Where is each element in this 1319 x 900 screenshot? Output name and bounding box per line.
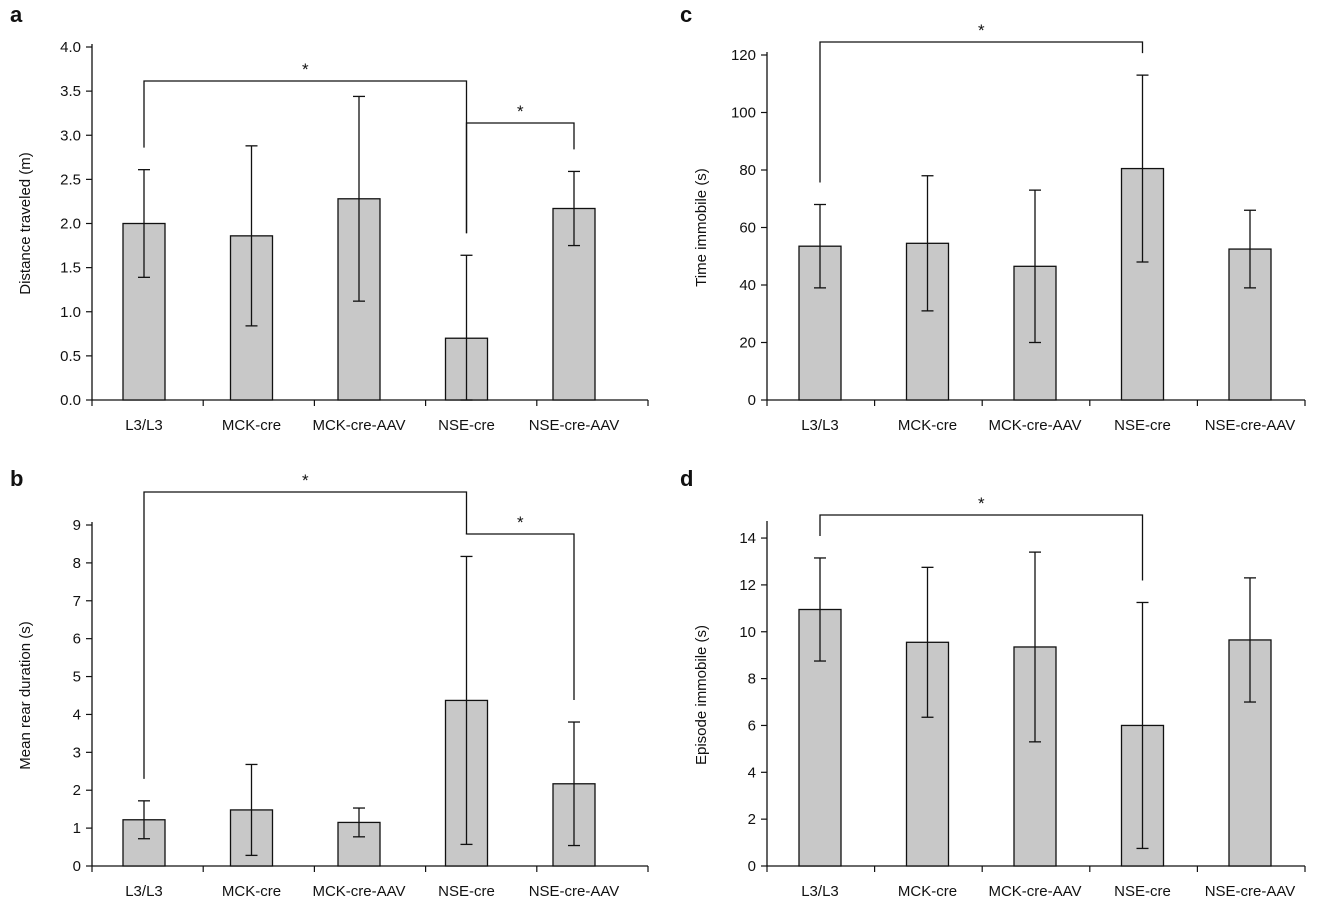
x-tick-label: NSE-cre-AAV [1205, 883, 1296, 900]
y-tick-label: 8 [73, 555, 81, 572]
x-tick-label: NSE-cre [1114, 883, 1171, 900]
chart-b-mean-rear-duration: 0 1 2 3 4 5 6 7 8 9 Mean rear duration (s) L3/L3 MCK… [17, 471, 649, 900]
y-tick-label: 0 [73, 858, 81, 875]
x-tick-label: L3/L3 [125, 883, 163, 900]
y-tick-label: 2.0 [60, 216, 81, 233]
y-tick-label: 80 [739, 162, 756, 179]
x-tick-label: MCK-cre-AAV [312, 883, 405, 900]
panel-label-b: b [10, 466, 24, 491]
x-tick-label: NSE-cre-AAV [1205, 417, 1296, 434]
significance-star: * [517, 102, 524, 121]
y-tick-label: 12 [739, 577, 756, 594]
y-tick-label: 0.0 [60, 392, 81, 409]
x-tick-label: MCK-cre [222, 417, 281, 434]
significance-bracket [465, 122, 575, 234]
y-tick-label: 8 [748, 671, 756, 688]
y-tick-label: 10 [739, 624, 756, 641]
y-tick-label: 3.0 [60, 127, 81, 144]
y-tick-label: 6 [748, 717, 756, 734]
y-tick-label: 120 [731, 47, 756, 64]
y-tick-label: 2 [748, 811, 756, 828]
y-tick-label: 4 [73, 706, 81, 723]
significance-star: * [302, 471, 309, 490]
x-tick-label: NSE-cre [1114, 417, 1171, 434]
x-tick-label: MCK-cre [222, 883, 281, 900]
y-tick-label: 60 [739, 220, 756, 237]
y-axis-label: Distance traveled (m) [17, 152, 34, 295]
x-tick-label: NSE-cre-AAV [529, 883, 620, 900]
y-tick-label: 14 [739, 530, 756, 547]
significance-bracket [819, 514, 1144, 581]
x-tick-label: L3/L3 [801, 417, 839, 434]
panel-label-a: a [10, 2, 23, 27]
y-tick-label: 40 [739, 277, 756, 294]
x-tick-label: MCK-cre-AAV [988, 417, 1081, 434]
x-tick-label: L3/L3 [801, 883, 839, 900]
y-tick-label: 5 [73, 669, 81, 686]
chart-a-distance-traveled: 0.0 0.5 1.0 1.5 2.0 2.5 3.0 3.5 4.0 Distance trav… [17, 39, 649, 434]
x-tick-label: NSE-cre [438, 417, 495, 434]
x-tick-label: L3/L3 [125, 417, 163, 434]
y-tick-label: 20 [739, 335, 756, 352]
y-tick-label: 4 [748, 764, 756, 781]
significance-bracket [143, 80, 468, 234]
x-tick-label: MCK-cre-AAV [312, 417, 405, 434]
significance-star: * [302, 60, 309, 79]
y-tick-label: 3.5 [60, 83, 81, 100]
x-tick-label: MCK-cre-AAV [988, 883, 1081, 900]
y-tick-label: 1.5 [60, 260, 81, 277]
significance-star: * [978, 21, 985, 40]
y-tick-label: 0.5 [60, 348, 81, 365]
chart-c-time-immobile: 0 20 40 60 80 100 120 Time immobile (s) L3/L3 MCK… [693, 21, 1306, 434]
x-tick-label: MCK-cre [898, 883, 957, 900]
y-tick-label: 100 [731, 105, 756, 122]
panel-label-d: d [680, 466, 694, 491]
y-tick-label: 2 [73, 782, 81, 799]
y-tick-label: 2.5 [60, 171, 81, 188]
significance-star: * [517, 513, 524, 532]
y-tick-label: 6 [73, 631, 81, 648]
y-tick-label: 0 [748, 858, 756, 875]
significance-bracket [465, 533, 575, 701]
significance-star: * [978, 494, 985, 513]
chart-d-episode-immobile: 0 2 4 6 8 10 12 14 Episode immobile (s) L3/L3 MCK-… [693, 494, 1306, 900]
y-axis-label: Episode immobile (s) [693, 625, 710, 765]
y-tick-label: 3 [73, 744, 81, 761]
y-tick-label: 7 [73, 593, 81, 610]
x-tick-label: MCK-cre [898, 417, 957, 434]
significance-bracket [819, 41, 1144, 183]
y-tick-label: 9 [73, 517, 81, 534]
y-tick-label: 1 [73, 820, 81, 837]
y-tick-label: 4.0 [60, 39, 81, 56]
y-axis-label: Time immobile (s) [693, 168, 710, 287]
y-tick-label: 1.0 [60, 304, 81, 321]
x-tick-label: NSE-cre [438, 883, 495, 900]
significance-bracket [143, 491, 468, 779]
panel-label-c: c [680, 2, 693, 27]
y-tick-label: 0 [748, 392, 756, 409]
x-tick-label: NSE-cre-AAV [529, 417, 620, 434]
y-axis-label: Mean rear duration (s) [17, 621, 34, 769]
